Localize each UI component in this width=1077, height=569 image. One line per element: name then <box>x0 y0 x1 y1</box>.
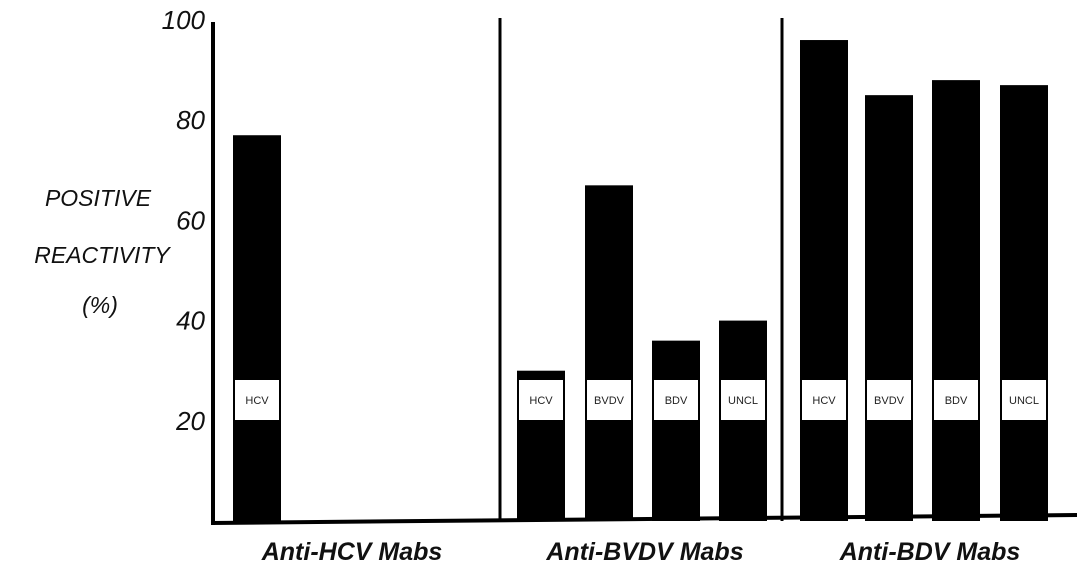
group-label: Anti-HCV Mabs <box>261 538 443 566</box>
bar-label: BDV <box>665 395 688 407</box>
bar-label-box <box>587 380 631 420</box>
y-tick-label: 20 <box>175 406 205 436</box>
bar-bvdv <box>865 95 913 522</box>
bar-uncl <box>1000 85 1048 521</box>
y-axis-label-line-3: (%) <box>82 292 118 318</box>
bar-hcv <box>233 135 281 522</box>
bar-label-box <box>654 380 698 420</box>
bars: HCV HCV BVDV BDV UNCL HCV BVDV BDV UNCL <box>233 40 1048 522</box>
y-tick-label: 80 <box>176 105 205 135</box>
bar-hcv <box>800 40 848 521</box>
y-tick-label: 100 <box>162 5 206 35</box>
bar-label-box <box>1002 380 1046 420</box>
bar-label: UNCL <box>1009 395 1039 407</box>
group-label: Anti-BVDV Mabs <box>545 538 743 566</box>
bar-label-box <box>235 380 279 420</box>
y-axis-label-line-2: REACTIVITY <box>34 242 171 268</box>
bar-label-box <box>519 380 563 420</box>
bar-label: HCV <box>245 395 269 407</box>
bar-label: HCV <box>812 395 836 407</box>
bar-label: BVDV <box>594 395 625 407</box>
bar-label: HCV <box>529 395 553 407</box>
bar-label: BDV <box>945 395 968 407</box>
group-label: Anti-BDV Mabs <box>839 538 1021 566</box>
y-axis-label-line-1: POSITIVE <box>45 185 152 211</box>
y-tick-label: 60 <box>176 205 205 235</box>
bar-bdv <box>932 80 980 522</box>
y-tick-label: 40 <box>176 306 205 336</box>
bar-uncl <box>719 320 767 521</box>
bar-label: UNCL <box>728 395 758 407</box>
bar-label-box <box>934 380 978 420</box>
bar-label-box <box>802 380 846 420</box>
y-axis-label: POSITIVE REACTIVITY (%) <box>34 185 171 318</box>
bar-label-box <box>721 380 765 420</box>
bar-bdv <box>652 340 700 521</box>
bar-bvdv <box>585 185 633 521</box>
y-tick-labels: 20 40 60 80 100 <box>162 5 206 436</box>
bar-label-box <box>867 380 911 420</box>
bar-label: BVDV <box>874 395 905 407</box>
group-labels: Anti-HCV Mabs Anti-BVDV Mabs Anti-BDV Mabs <box>261 538 1021 566</box>
